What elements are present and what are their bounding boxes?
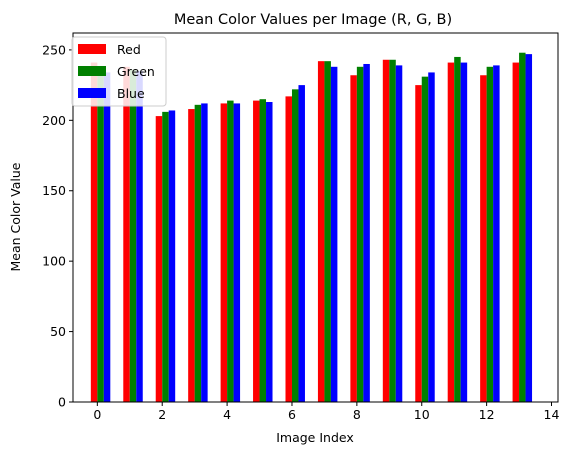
bars-group (90, 52, 533, 403)
bar-red-11 (447, 62, 455, 403)
bar-green-13 (519, 52, 526, 402)
x-tick-label: 4 (223, 407, 231, 422)
bar-red-8 (350, 75, 357, 403)
bar-blue-3 (201, 103, 208, 402)
bar-red-1 (123, 66, 130, 403)
bar-red-10 (415, 85, 422, 402)
bar-red-0 (90, 62, 98, 403)
bar-red-5 (253, 100, 260, 402)
bar-blue-9 (395, 65, 403, 402)
legend: Red Green Blue (71, 36, 167, 107)
bar-green-0 (97, 69, 104, 403)
bar-red-3 (188, 109, 195, 402)
bar-green-12 (486, 66, 494, 403)
bar-blue-1 (136, 71, 143, 402)
y-axis-label: Mean Color Value (8, 162, 23, 271)
bar-green-5 (259, 99, 267, 403)
bar-red-2 (155, 116, 163, 402)
bar-blue-7 (330, 66, 338, 403)
x-tick-label: 2 (158, 407, 166, 422)
chart-title: Mean Color Values per Image (R, G, B) (174, 12, 452, 28)
bar-blue-8 (363, 63, 370, 402)
bar-blue-11 (460, 62, 468, 403)
x-tick-label: 8 (353, 407, 361, 422)
y-axis-ticks: 0 50 100 150 200 250 (42, 42, 73, 410)
bar-green-3 (194, 104, 202, 402)
legend-label-red: Red (117, 42, 141, 57)
bar-blue-5 (266, 102, 273, 403)
y-tick-label: 100 (42, 254, 66, 269)
x-tick-label: 0 (93, 407, 101, 422)
legend-swatch-blue (78, 88, 106, 98)
bar-green-2 (162, 111, 169, 402)
bar-red-7 (317, 61, 325, 402)
x-tick-label: 10 (414, 407, 430, 422)
x-tick-label: 12 (479, 407, 495, 422)
bar-green-11 (454, 56, 461, 402)
bar-blue-13 (525, 54, 533, 403)
x-axis-label: Image Index (276, 430, 354, 445)
y-tick-label: 250 (42, 42, 66, 57)
bar-blue-10 (428, 72, 435, 402)
bar-red-13 (512, 62, 520, 403)
bar-green-7 (324, 61, 331, 402)
bar-red-9 (382, 59, 390, 402)
bar-blue-0 (103, 72, 111, 402)
bar-red-6 (285, 96, 292, 402)
y-tick-label: 0 (58, 395, 66, 410)
x-tick-label: 14 (544, 407, 560, 422)
y-tick-label: 50 (50, 324, 66, 339)
legend-swatch-red (78, 44, 106, 54)
legend-label-blue: Blue (117, 86, 145, 101)
y-tick-label: 150 (42, 183, 66, 198)
plot-frame (72, 32, 559, 403)
bar-green-4 (227, 100, 234, 402)
bar-blue-2 (168, 110, 176, 403)
bar-green-6 (291, 89, 299, 402)
bar-blue-12 (493, 65, 500, 402)
bar-green-1 (129, 69, 137, 403)
bar-blue-4 (233, 103, 241, 402)
bar-blue-6 (298, 85, 305, 402)
bar-red-12 (480, 75, 487, 403)
legend-swatch-green (78, 66, 106, 76)
y-tick-label: 200 (42, 113, 66, 128)
bar-green-10 (421, 76, 429, 402)
legend-label-green: Green (117, 64, 155, 79)
x-tick-label: 6 (288, 407, 296, 422)
bar-green-9 (389, 59, 396, 402)
bar-green-8 (356, 66, 364, 403)
x-axis-ticks: 0 2 4 6 8 10 12 14 (93, 402, 560, 422)
bar-red-4 (220, 103, 228, 402)
